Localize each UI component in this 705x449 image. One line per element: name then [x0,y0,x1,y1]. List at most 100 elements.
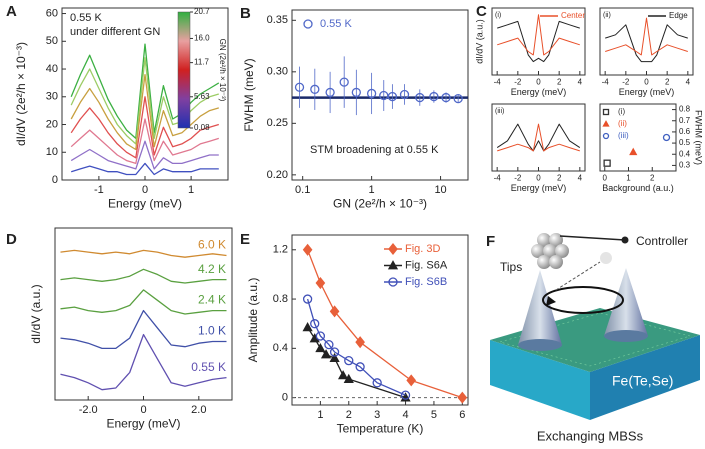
y-tick-label: 0.7 [679,116,691,125]
y-tick-label: 0.4 [679,149,691,158]
y-tick-label: 40 [46,63,58,75]
marker [343,373,354,383]
marker [325,87,335,98]
x-tick-label: 2 [557,77,562,86]
y-tick-label: 0.25 [267,117,288,129]
panel-letter: E [240,231,250,248]
line-series [497,14,580,56]
legend-label: Center [561,11,585,20]
annotation: 0.55 K [70,12,102,24]
colorbar-tick-label: 16.0 [194,34,210,43]
x-axis-label: Energy (meV) [106,416,180,430]
panel-letter: B [240,5,251,22]
y-tick-label: 0.5 [679,138,691,147]
x-axis-label: Energy (meV) [511,87,567,97]
x-tick-label: 4 [578,77,583,86]
x-tick-label: 0 [140,404,146,416]
marker [344,356,354,366]
marker [662,133,671,142]
x-tick-label: 3 [374,409,380,421]
plot-frame [599,103,677,172]
x-tick-label: 2 [665,77,670,86]
substrate-side [590,335,700,420]
marker [315,342,326,353]
tip-path [555,261,601,291]
colorbar-tick-label: 20.7 [194,7,210,16]
legend-label: Fig. 3D [405,243,441,255]
subplot-title: (iii) [495,108,504,115]
series-label: 4.2 K [198,262,226,276]
panel-letter: A [6,3,17,20]
line-series [306,249,463,399]
marker [302,294,313,304]
y-tick-label: 0.4 [273,342,288,354]
marker [372,378,382,388]
tip-atom [537,255,551,269]
tip-atom [531,244,545,258]
x-tick-label: 10 [434,184,446,196]
marker [629,147,638,156]
y-tick-label: 0 [282,392,288,404]
marker [441,92,451,103]
tip-atom [549,233,563,247]
series-label: 6.0 K [198,238,226,252]
line-series [70,140,219,170]
line-series [70,118,219,165]
line-series [60,309,227,350]
marker [457,391,468,404]
line-series [605,17,688,56]
x-tick-label: -4 [494,173,502,182]
y-tick-label: 0.30 [267,66,288,78]
line-series [70,43,220,140]
line-series [60,249,227,258]
cone-base [604,330,648,342]
legend-label: Edge [669,11,688,20]
controller-label: Controller [636,234,688,248]
panel-letter: D [6,231,17,248]
series-label: 0.55 K [191,360,226,374]
line-series [497,123,580,152]
x-tick-label: -2 [514,173,522,182]
line-series [60,289,227,315]
x-tick-label: 2 [650,173,655,182]
x-tick-label: -2.0 [79,404,98,416]
marker [339,77,349,87]
legend-label: 0.55 K [320,18,352,30]
x-tick-label: -2 [514,77,522,86]
x-tick-label: -1 [94,184,104,196]
colorbar-label: GN (2e²/h × 10⁻³) [218,39,227,102]
line-series [70,96,219,159]
y-tick-label: 60 [46,7,58,19]
arrow-head [546,296,556,306]
x-tick-label: 0 [536,173,541,182]
marker [400,390,411,400]
controller-dot [621,236,629,244]
tip-atom [549,255,563,269]
y-tick-label: 0.8 [273,293,288,305]
x-tick-label: 0.1 [295,184,310,196]
marker [429,91,439,102]
y-tick-label: 0.35 [267,14,288,26]
x-tick-label: 1 [369,184,375,196]
marker [351,87,361,98]
series-label: 2.4 K [198,293,226,307]
x-tick-label: 5 [431,409,437,421]
legend-label: Fig. S6A [405,259,448,271]
line-series [60,268,227,284]
x-tick-label: 4 [686,77,691,86]
marker [324,339,334,350]
x-tick-label: -4 [494,77,502,86]
colorbar [177,11,191,129]
y-tick-label: 0.3 [679,161,691,170]
plot-frame [291,9,469,181]
y-axis-label: dI/dV (2e²/h × 10⁻³) [14,42,28,146]
y-tick-label: 50 [46,35,58,47]
x-tick-label: 0 [536,77,541,86]
x-tick-label: 1 [626,173,631,182]
x-axis-label: Background (a.u.) [602,183,674,193]
annotation: STM broadening at 0.55 K [310,144,439,156]
marker [303,19,313,29]
y-axis-label: dI/dV (a.u.) [474,19,484,64]
marker [602,120,610,127]
